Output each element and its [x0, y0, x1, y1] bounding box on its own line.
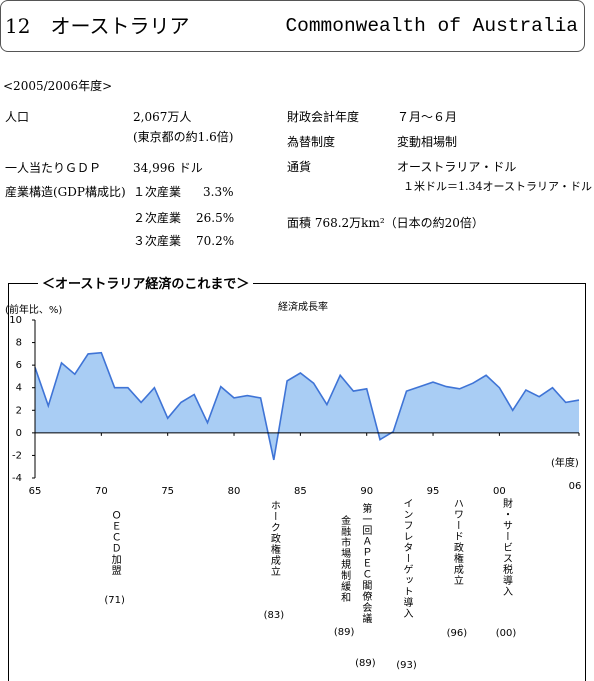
x-tick-label: 90: [360, 486, 373, 497]
industry-sector: ３次産業: [133, 234, 182, 248]
event-year: (93): [396, 660, 417, 671]
info-note: (東京都の約1.6倍): [133, 130, 234, 144]
industry-sector: １次産業: [133, 185, 182, 199]
x-tick-label: 65: [29, 486, 42, 497]
chart-box-title: ＜オーストラリア経済のこれまで＞: [38, 278, 254, 292]
industry-share: 3.3%: [203, 185, 234, 199]
event-text: ホーク政権成立: [268, 500, 280, 577]
event-year: (89): [334, 627, 355, 638]
event-text: 第一回ＡＰＥＣ閣僚会議: [360, 502, 372, 624]
x-tick-label: 70: [95, 486, 108, 497]
event-text: インフレターゲット導入: [401, 498, 413, 619]
event-year: (71): [104, 595, 125, 606]
info-label: 人口: [5, 110, 30, 124]
industry-share: 26.5%: [196, 211, 235, 225]
area: 面積 768.2万km²（日本の約20倍）: [287, 216, 484, 230]
y-axis-label: (前年比、%): [5, 303, 62, 316]
x-tick-label: 75: [161, 486, 174, 497]
period: <2005/2006年度>: [3, 79, 113, 93]
info-value: オーストラリア・ドル: [397, 160, 517, 174]
y-tick-label: 2: [16, 405, 22, 416]
y-tick-label: 0: [16, 428, 22, 439]
x-axis-label: (年度): [551, 456, 579, 469]
info-label: 一人当たりＧＤＰ: [5, 161, 102, 175]
y-tick-label: 4: [16, 383, 22, 394]
chart-title: 経済成長率: [278, 300, 328, 313]
info-label: 為替制度: [287, 135, 336, 149]
x-tick-label: 85: [294, 486, 307, 497]
info-value: 34,996 ドル: [133, 161, 203, 175]
area-fill: [35, 352, 579, 460]
info-note: １米ドル＝1.34オーストラリア・ドル: [403, 180, 592, 193]
event-text: 財・サービス税導入: [501, 497, 513, 597]
event-text: 金融市場規制緩和: [339, 514, 351, 603]
event-year: (96): [447, 628, 468, 639]
y-tick-label: 10: [9, 315, 22, 326]
growth-line: [34, 351, 580, 461]
y-tick-label: -4: [12, 473, 22, 484]
header-box: [0, 0, 585, 52]
info-label: 通貨: [287, 160, 312, 174]
x-tick-label: 95: [427, 486, 440, 497]
info-value: ７月～６月: [397, 110, 458, 124]
industry-share: 70.2%: [196, 234, 235, 248]
event-year: (83): [264, 610, 285, 621]
chart-box: [8, 283, 586, 681]
event-text: ＯＥＣＤ加盟: [109, 510, 121, 576]
event-year: (89): [355, 658, 376, 669]
info-value: 2,067万人: [133, 110, 192, 124]
y-tick-label: 8: [16, 338, 22, 349]
y-tick-label: 6: [16, 360, 22, 371]
x-tick-label: 00: [493, 486, 506, 497]
info-label: 財政会計年度: [287, 110, 360, 124]
info-value: 変動相場制: [397, 135, 458, 149]
x-tick-label: 06: [569, 481, 582, 492]
x-tick-label: 80: [228, 486, 241, 497]
info-label: 産業構造(GDP構成比): [5, 185, 126, 199]
header-english: Commonwealth of Australia: [285, 15, 578, 37]
event-year: (00): [496, 628, 517, 639]
y-tick-label: -2: [12, 450, 22, 461]
industry-sector: ２次産業: [133, 211, 182, 225]
event-text: ハワード政権成立: [451, 498, 463, 586]
header-title: 12 オーストラリア: [5, 14, 190, 38]
